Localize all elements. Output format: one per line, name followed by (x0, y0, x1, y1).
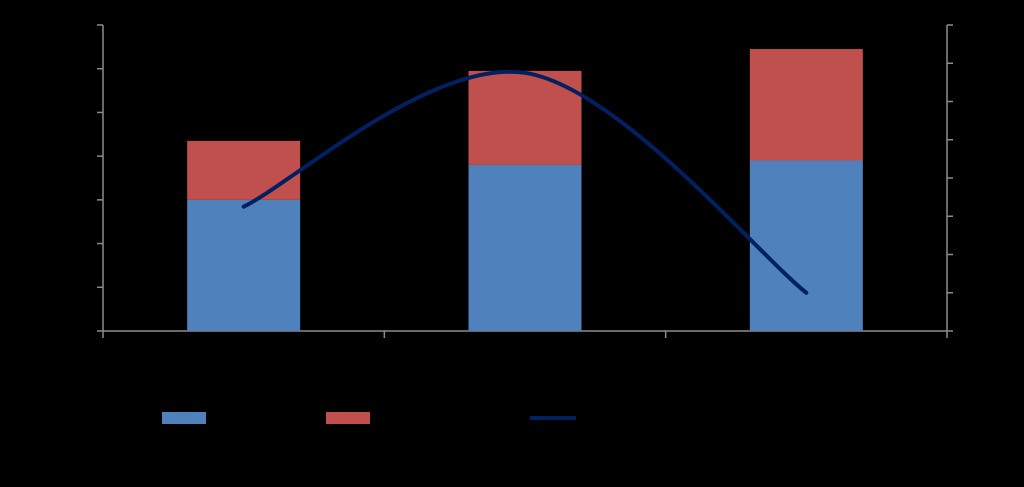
line-series1 (241, 69, 809, 295)
bars (187, 49, 863, 331)
right-axis-tick-label: 14 (957, 56, 971, 70)
left-axis-tick-label: 70 (80, 18, 94, 32)
left-axis-tick-label: 50 (80, 105, 94, 119)
right-axis-tick-label: 12 (957, 95, 971, 109)
right-axis-tick-label: 2 (957, 286, 964, 300)
bar-series1-category2 (468, 164, 582, 331)
bar-series2-category3 (749, 49, 863, 161)
left-axis-tick-label: 20 (80, 237, 94, 251)
left-axis-tick-label: 30 (80, 193, 94, 207)
left-axis-tick-label: 60 (80, 62, 94, 76)
right-axis-tick-label: 10 (957, 133, 971, 147)
legend (162, 412, 576, 424)
right-axis-tick-label: 4 (957, 248, 964, 262)
bar-series1-category1 (187, 199, 301, 331)
right-axis-tick-label: 6 (957, 209, 964, 223)
left-axis-tick-label: 10 (80, 280, 94, 294)
bar-series2-category1 (187, 140, 301, 200)
right-axis-tick-label: 8 (957, 171, 964, 185)
right-axis-tick-label: 0 (957, 324, 964, 338)
bar-series1-category3 (749, 160, 863, 331)
legend-swatch-series2 (326, 412, 370, 424)
left-axis-tick-label: 0 (86, 324, 93, 338)
left-axis-tick-label: 40 (80, 149, 94, 163)
legend-swatch-series1 (162, 412, 206, 424)
right-axis-tick-label: 16 (957, 18, 971, 32)
line-series (241, 69, 809, 295)
